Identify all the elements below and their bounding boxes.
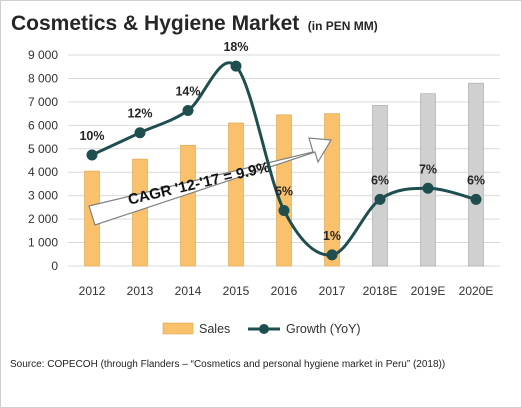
y-axis-ticks: 0 1 000 2 000 3 000 4 000 5 000 6 000 7 000 8 00… <box>28 48 58 273</box>
legend-sales-swatch <box>162 322 194 335</box>
legend: Sales Growth (YoY) <box>162 322 361 336</box>
growth-line-path <box>91 61 477 257</box>
x-tick-label: 2016 <box>271 284 298 298</box>
growth-point <box>230 60 242 72</box>
growth-data-label: 18% <box>223 40 248 54</box>
chart-title: Cosmetics & Hygiene Market <box>11 12 299 35</box>
sales-bar <box>228 122 244 267</box>
growth-point <box>182 105 194 117</box>
growth-point <box>278 204 290 216</box>
x-tick-label: 2019E <box>411 284 446 298</box>
y-tick-label: 7 000 <box>28 95 58 109</box>
growth-point <box>374 193 386 205</box>
sales-bars <box>84 82 484 267</box>
legend-sales-label: Sales <box>199 322 230 336</box>
growth-markers <box>86 60 482 261</box>
sales-bar <box>372 105 388 267</box>
y-tick-label: 2 000 <box>28 212 58 226</box>
growth-data-label: 1% <box>323 229 341 243</box>
legend-growth-marker <box>259 324 269 334</box>
growth-data-label: 12% <box>127 107 152 121</box>
y-tick-label: 1 000 <box>28 236 58 250</box>
x-tick-label: 2020E <box>459 284 494 298</box>
y-tick-label: 8 000 <box>28 71 58 85</box>
growth-point <box>134 127 146 139</box>
sales-bar <box>180 144 196 267</box>
x-axis-ticks: 2012 2013 2014 2015 2016 2017 2018E 2019E 2020E <box>79 284 494 298</box>
growth-data-label: 5% <box>275 184 293 198</box>
growth-line <box>91 61 477 257</box>
x-tick-label: 2018E <box>363 284 398 298</box>
growth-point <box>470 193 482 205</box>
y-tick-label: 3 000 <box>28 189 58 203</box>
growth-data-label: 6% <box>467 173 485 187</box>
growth-point <box>422 182 434 194</box>
growth-data-label: 6% <box>371 173 389 187</box>
x-tick-label: 2017 <box>319 284 346 298</box>
x-tick-label: 2013 <box>127 284 154 298</box>
growth-data-labels: 10% 12% 14% 18% 5% 1% 6% 7% 6% <box>79 40 485 243</box>
y-tick-label: 9 000 <box>28 48 58 62</box>
y-tick-label: 5 000 <box>28 142 58 156</box>
growth-point <box>326 249 338 261</box>
growth-data-label: 7% <box>419 162 437 176</box>
chart-title-group: Cosmetics & Hygiene Market (in PEN MM) <box>11 12 378 35</box>
y-tick-label: 6 000 <box>28 118 58 132</box>
sales-bar <box>132 158 148 267</box>
source-note: Source: COPECOH (through Flanders – “Cos… <box>10 359 446 370</box>
chart-title-unit: (in PEN MM) <box>308 19 378 33</box>
growth-data-label: 10% <box>79 129 104 143</box>
x-tick-label: 2015 <box>223 284 250 298</box>
cagr-arrow <box>88 137 332 226</box>
sales-bar <box>468 82 484 267</box>
sales-bar <box>324 113 340 267</box>
x-tick-label: 2012 <box>79 284 106 298</box>
y-tick-label: 0 <box>51 259 58 273</box>
growth-point <box>86 149 98 161</box>
x-tick-label: 2014 <box>175 284 202 298</box>
y-tick-label: 4 000 <box>28 165 58 179</box>
sales-bar <box>420 93 436 267</box>
growth-data-label: 14% <box>175 85 200 99</box>
legend-growth-label: Growth (YoY) <box>286 322 361 336</box>
